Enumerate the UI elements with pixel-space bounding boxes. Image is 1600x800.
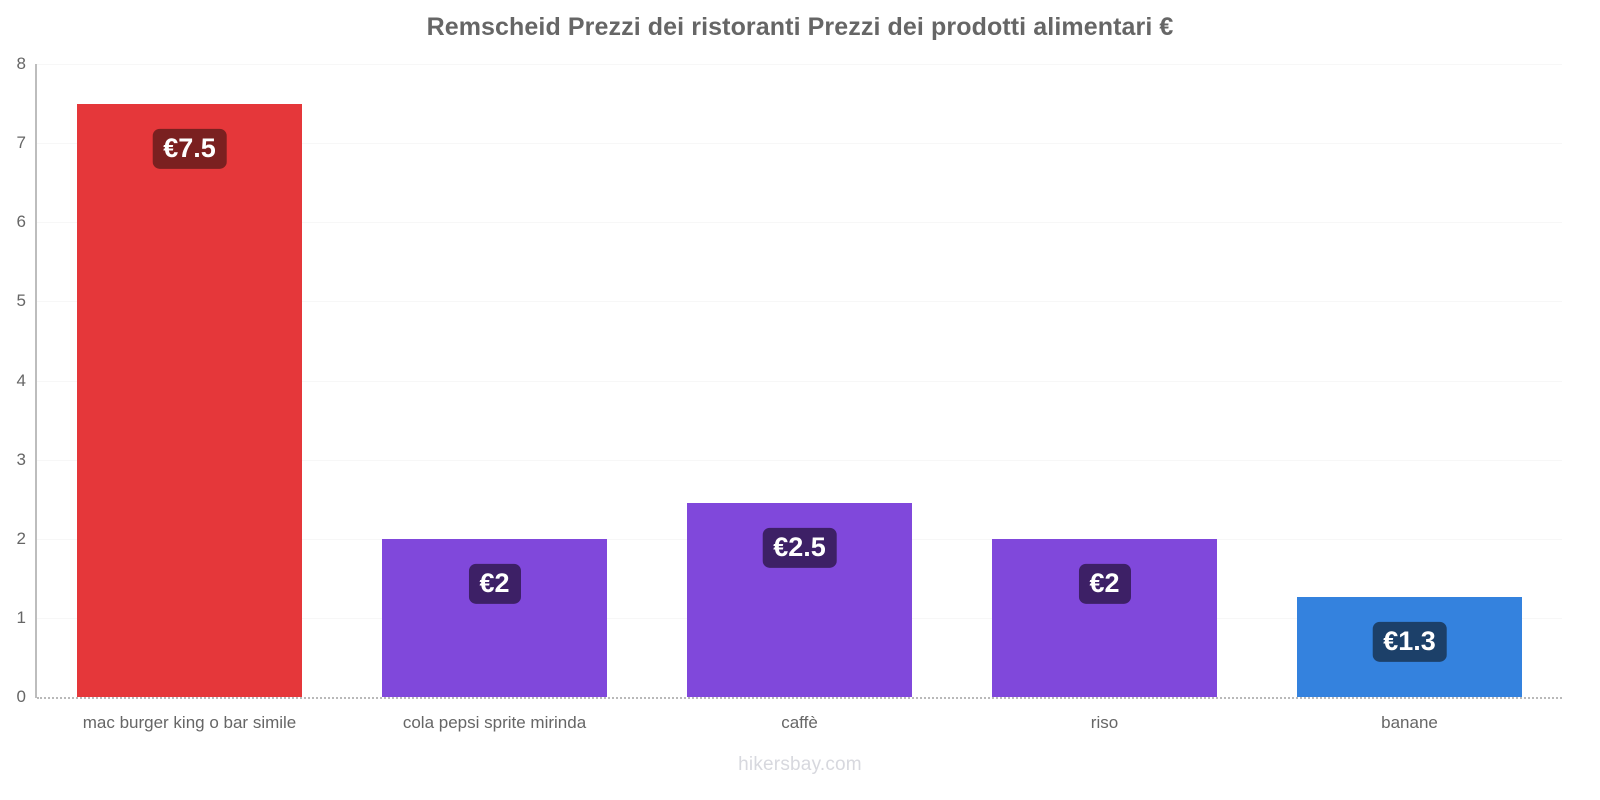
gridline — [37, 380, 1562, 382]
y-axis-tick-label: 3 — [16, 449, 26, 469]
bar-value-label: €2 — [1078, 563, 1131, 604]
bar-value-label: €2 — [468, 563, 521, 604]
gridline — [37, 64, 1562, 65]
gridline — [37, 143, 1562, 145]
y-axis-tick-label: 4 — [16, 370, 26, 390]
gridline — [37, 301, 1562, 303]
y-axis-tick-label: 1 — [16, 607, 26, 627]
chart-title: Remscheid Prezzi dei ristoranti Prezzi d… — [426, 13, 1174, 41]
x-axis-tick-label: mac burger king o bar simile — [82, 713, 297, 732]
bar[interactable] — [992, 538, 1217, 697]
x-axis-tick-label: banane — [1381, 713, 1438, 732]
y-axis-tick-label: 0 — [16, 687, 26, 706]
bar-value-label: €1.3 — [1372, 621, 1447, 662]
y-axis-tick-label: 5 — [16, 291, 26, 311]
y-axis-tick-label: 6 — [16, 212, 26, 232]
bar[interactable] — [382, 538, 607, 697]
gridline — [37, 222, 1562, 224]
gridline — [37, 459, 1562, 461]
y-axis-tick-label: 7 — [16, 133, 26, 153]
bar-value-label: €2.5 — [762, 527, 837, 569]
y-axis-tick-label: 2 — [16, 528, 26, 548]
x-axis-tick-label: caffè — [781, 713, 818, 732]
axis-baseline — [37, 697, 1562, 699]
plot-area: €7.5 €2 €2.5 €2 €1.3 — [37, 64, 1562, 699]
bar[interactable] — [77, 103, 302, 697]
x-axis-tick-label: riso — [1090, 713, 1119, 732]
y-axis-line — [35, 64, 37, 698]
x-axis-tick-label: cola pepsi sprite mirinda — [402, 713, 587, 732]
bar-value-label: €7.5 — [152, 128, 227, 169]
footer-credit: hikersbay.com — [738, 754, 862, 775]
y-axis-tick-label: 8 — [16, 54, 26, 73]
